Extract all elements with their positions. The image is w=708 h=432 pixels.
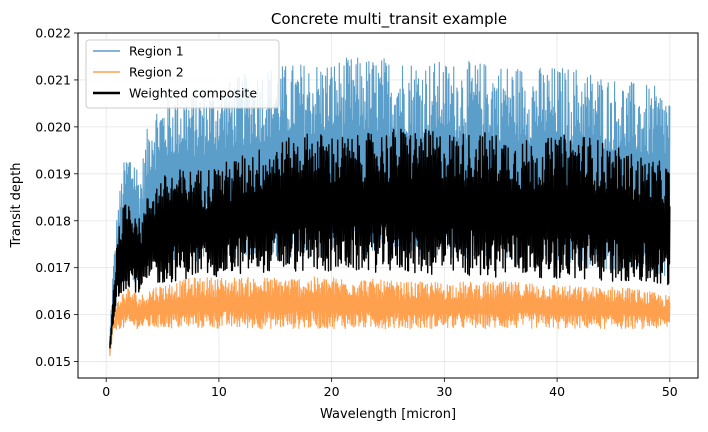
x-axis: 0 10 20 30 40 50: [102, 378, 678, 399]
y-tick-label: 0.020: [35, 119, 71, 134]
y-tick-label: 0.021: [35, 72, 71, 87]
y-axis-label: Transit depth: [9, 162, 24, 248]
series-line-2: [109, 276, 671, 357]
legend-entry-1: Region 1: [129, 44, 184, 59]
legend-entry-2: Region 2: [129, 65, 184, 80]
x-tick-label: 10: [211, 384, 227, 399]
y-tick-label: 0.015: [35, 354, 71, 369]
x-tick-label: 50: [662, 384, 678, 399]
y-tick-label: 0.018: [35, 213, 71, 228]
x-tick-label: 40: [549, 384, 565, 399]
chart-title: Concrete multi_transit example: [271, 10, 507, 29]
x-tick-label: 0: [102, 384, 110, 399]
legend-box: [85, 39, 280, 109]
plot-area: [109, 57, 671, 357]
y-axis: 0.015 0.016 0.017 0.018 0.019 0.020 0.021 0.022: [35, 26, 78, 369]
y-tick-label: 0.019: [35, 166, 71, 181]
x-tick-label: 20: [324, 384, 340, 399]
x-axis-label: Wavelength [micron]: [320, 407, 456, 422]
x-tick-label: 30: [436, 384, 452, 399]
legend: Region 1 Region 2 Weighted composite: [85, 39, 280, 109]
plot-frame: [77, 32, 699, 379]
y-tick-label: 0.022: [35, 26, 71, 41]
legend-entry-3: Weighted composite: [129, 86, 257, 101]
series-line-3: [109, 128, 671, 349]
y-tick-label: 0.017: [35, 260, 71, 275]
y-tick-label: 0.016: [35, 307, 71, 322]
